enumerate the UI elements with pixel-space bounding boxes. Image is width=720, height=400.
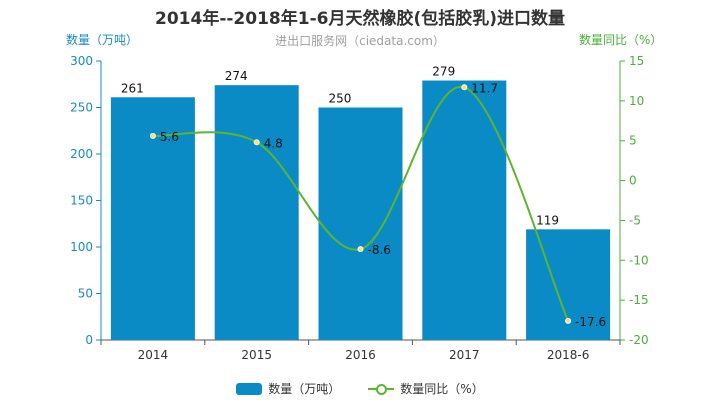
line-value-label: -17.6	[575, 315, 606, 329]
x-axis-tick-label: 2015	[241, 348, 272, 362]
left-axis-title: 数量（万吨）	[66, 33, 139, 47]
line-value-label: -8.6	[368, 243, 391, 257]
right-axis-title: 数量同比（%）	[579, 33, 663, 47]
chart-legend: 数量（万吨） 数量同比（%）	[0, 380, 720, 397]
left-axis-tick-label: 150	[70, 194, 93, 208]
bar-value-label: 274	[225, 69, 248, 83]
right-axis-tick-label: 0	[629, 174, 637, 188]
chart-canvas: 0 50 100 150 200 250 300 -20 -15 -10 -5 0 5 10 15 261 27…	[70, 54, 649, 362]
left-axis-tick-label: 200	[70, 147, 93, 161]
right-axis-tick-label: -10	[629, 253, 649, 267]
bar-value-label: 279	[432, 65, 455, 79]
right-axis-tick-label: 5	[629, 134, 637, 148]
line-value-label: 4.8	[264, 136, 283, 150]
legend-item-line[interactable]: 数量同比（%）	[368, 380, 484, 397]
line-point-2018-6	[565, 317, 572, 324]
line-value-label: 5.6	[160, 130, 179, 144]
legend-line-swatch	[368, 383, 395, 395]
right-axis-tick-label: -5	[629, 213, 641, 227]
line-value-label: 11.7	[471, 81, 498, 95]
x-axis-tick-label: 2014	[138, 348, 169, 362]
left-axis-tick-label: 0	[85, 333, 93, 347]
x-axis-tick-label: 2018-6	[547, 348, 590, 362]
bar-2017	[422, 80, 507, 340]
right-axis-tick-label: 15	[629, 54, 644, 68]
bar-2016	[318, 107, 403, 340]
line-point-2016	[357, 246, 364, 253]
left-axis-tick-label: 250	[70, 101, 93, 115]
line-point-2015	[253, 139, 260, 146]
right-axis-tick-label: 10	[629, 94, 644, 108]
right-axis-tick-label: -15	[629, 293, 649, 307]
x-axis-tick-label: 2017	[449, 348, 480, 362]
bar-value-label: 119	[536, 213, 559, 227]
legend-item-bar[interactable]: 数量（万吨）	[236, 380, 340, 397]
bar-value-label: 261	[121, 81, 144, 95]
line-point-2014	[149, 132, 156, 139]
legend-bar-label: 数量（万吨）	[268, 382, 341, 396]
chart-title: 2014年--2018年1-6月天然橡胶(包括胶乳)进口数量	[155, 9, 565, 29]
legend-line-label: 数量同比（%）	[400, 382, 484, 396]
left-axis-tick-label: 300	[70, 54, 93, 68]
series-line-yoy	[152, 86, 570, 322]
right-axis-tick-label: -20	[629, 333, 649, 347]
left-axis-tick-label: 50	[78, 287, 93, 301]
bar-2015	[214, 85, 299, 341]
legend-bar-swatch	[236, 382, 263, 395]
x-axis-tick-label: 2016	[345, 348, 376, 362]
line-point-2017	[461, 84, 468, 91]
left-axis-tick-label: 100	[70, 240, 93, 254]
chart-subtitle: 进出口服务网（ciedata.com）	[275, 34, 445, 48]
bar-value-label: 250	[329, 92, 352, 106]
